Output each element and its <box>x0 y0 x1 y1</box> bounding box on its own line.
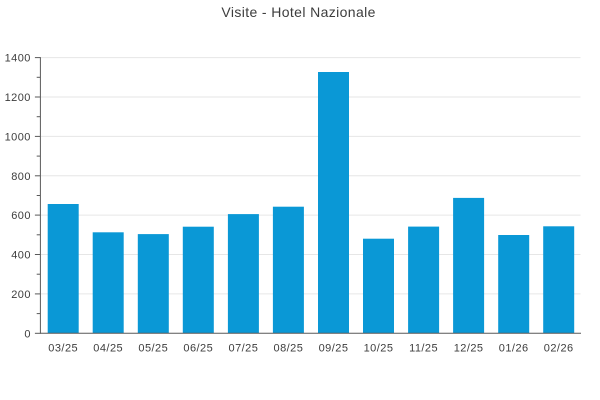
svg-text:Visite - Hotel Nazionale: Visite - Hotel Nazionale <box>221 4 375 20</box>
svg-text:12/25: 12/25 <box>454 342 484 354</box>
svg-text:04/25: 04/25 <box>93 342 123 354</box>
svg-text:1400: 1400 <box>5 53 31 65</box>
svg-text:10/25: 10/25 <box>364 342 394 354</box>
svg-text:03/25: 03/25 <box>48 342 78 354</box>
svg-text:01/26: 01/26 <box>499 342 529 354</box>
svg-text:1200: 1200 <box>5 92 31 104</box>
svg-text:0: 0 <box>24 328 31 340</box>
svg-text:09/25: 09/25 <box>319 342 349 354</box>
svg-text:07/25: 07/25 <box>229 342 259 354</box>
svg-text:05/25: 05/25 <box>138 342 168 354</box>
svg-text:1000: 1000 <box>5 131 31 143</box>
svg-text:08/25: 08/25 <box>274 342 304 354</box>
svg-text:600: 600 <box>11 210 31 222</box>
svg-text:11/25: 11/25 <box>409 342 438 354</box>
svg-text:02/26: 02/26 <box>544 342 574 354</box>
svg-text:200: 200 <box>11 289 31 301</box>
svg-text:800: 800 <box>11 171 31 183</box>
svg-text:06/25: 06/25 <box>183 342 213 354</box>
svg-text:400: 400 <box>11 250 31 262</box>
